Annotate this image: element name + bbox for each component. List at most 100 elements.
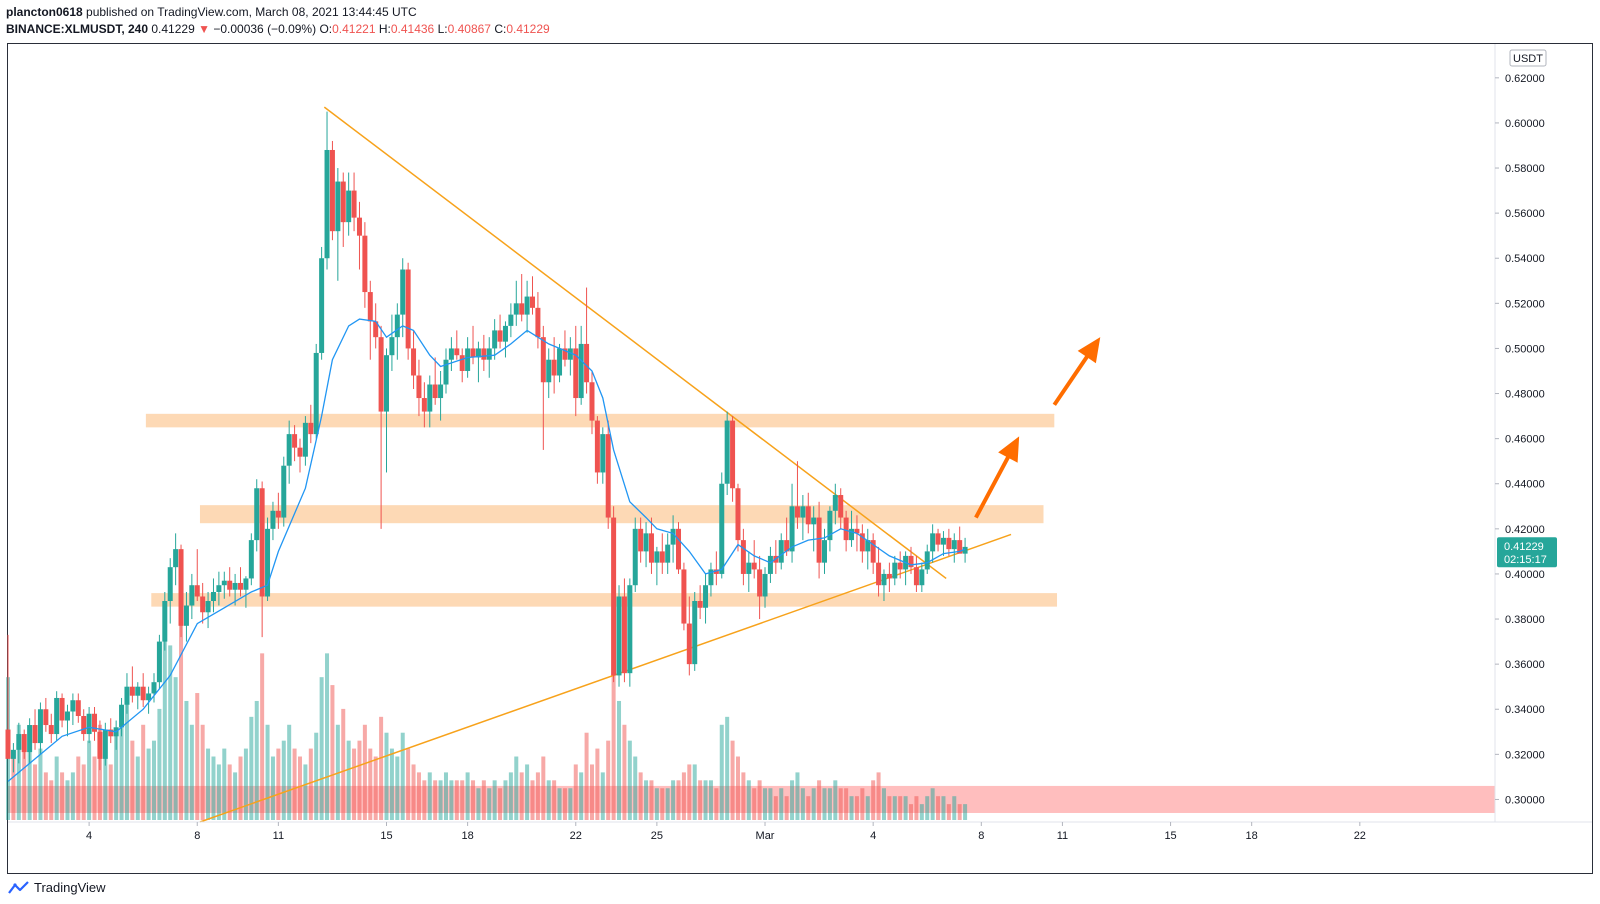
candle [162,591,168,651]
candle [594,416,600,484]
volume-bar [617,700,622,820]
price-tick-label: 0.52000 [1505,298,1545,310]
volume-bar [633,756,638,820]
volume-bar [811,788,816,820]
volume-bar [368,748,373,820]
candle-body [356,217,362,236]
candle [156,634,162,689]
candle-body [400,269,406,315]
candle [816,501,822,579]
publish-line: plancton0618 published on TradingView.co… [6,4,550,21]
candle-body [703,585,709,608]
volume-bar [38,748,43,820]
price-tick-label: 0.50000 [1505,343,1545,355]
footer-brand[interactable]: TradingView [34,880,106,895]
candle [670,515,676,563]
candle [70,693,76,726]
time-tick-label: 4 [86,830,92,842]
footer: TradingView [8,880,106,895]
candle-body [627,585,633,674]
candle [843,510,849,552]
volume-bar [481,780,486,820]
candle-body [92,713,98,732]
resistance-zone-1 [199,505,1044,524]
candle [886,562,892,592]
change-value: −0.00036 (−0.09%) [213,22,317,36]
candle [119,697,125,737]
volume-bar [433,780,438,820]
candle [794,461,800,529]
candle-body [486,348,492,360]
candle [5,634,11,759]
volume-bar [465,772,470,820]
candle [254,479,260,552]
candle-body [389,337,395,356]
candle-body [940,537,946,545]
candle-body [362,235,368,293]
volume-bar [173,677,178,820]
candle [324,111,330,270]
price-tick-label: 0.48000 [1505,389,1545,401]
candle [557,343,563,383]
volume-bar [454,780,459,820]
candle-body [75,700,81,717]
volume-bar [854,796,859,820]
candle [16,722,22,764]
volume-bar [914,796,919,820]
candle-body [876,562,882,586]
volume-bar [70,772,75,820]
volume-bar [698,780,703,820]
candle [400,258,406,338]
volume-bar [233,772,238,820]
candle-body [681,569,687,624]
candle [335,168,341,281]
author-name[interactable]: plancton0618 [6,5,83,19]
volume-bar [676,780,681,820]
candle-body [232,582,238,590]
candle [638,517,644,563]
time-tick-label: 8 [194,830,200,842]
arrow-shape [1052,337,1101,406]
candle-body [913,567,919,586]
candle-body [411,348,417,376]
volume-bar [649,780,654,820]
volume-bar [189,724,194,820]
candle-body [519,303,525,315]
candle [248,533,254,586]
volume-bar [930,788,935,820]
volume-bar [936,796,941,820]
candle-body [238,582,244,590]
close-label: C: [494,22,507,36]
candle [892,555,898,586]
candle [935,528,941,552]
volume-bar [546,780,551,820]
volume-bar [206,748,211,820]
volume-bar [746,780,751,820]
candle [865,528,871,570]
volume-bar [27,748,32,820]
volume-bar [665,788,670,820]
price-tick-label: 0.58000 [1505,163,1545,175]
candle [838,488,844,529]
candle [297,438,303,473]
candle [416,359,422,417]
candle [724,411,730,496]
candle-body [762,573,768,597]
candle [767,546,773,583]
chart-frame[interactable] [7,43,1593,874]
candle-body [86,713,92,735]
candle [221,571,227,599]
volume-bar [22,740,27,820]
candle [81,709,87,741]
price-chart[interactable]: 0.30000 0.32000 0.34000 0.36000 0.38000 0.400… [0,0,1600,880]
candle [719,472,725,579]
volume-bar [730,740,735,820]
volume-bar [541,756,546,820]
candle-body [843,517,849,541]
candle-body [432,384,438,399]
candle-body [919,569,925,586]
candle [438,370,444,421]
price-tick-label: 0.46000 [1505,434,1545,446]
candle [519,274,525,322]
candle [908,546,914,574]
